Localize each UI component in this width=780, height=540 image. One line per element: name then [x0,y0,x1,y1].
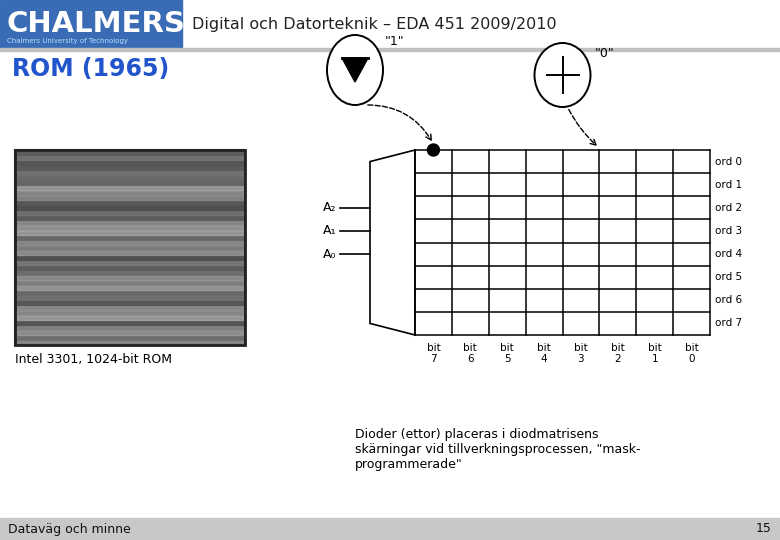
Bar [17,266,243,270]
Text: ord 5: ord 5 [715,272,742,282]
Text: 15: 15 [756,523,772,536]
Bar [17,271,243,275]
Bar [17,176,243,180]
Bar [17,236,243,240]
Bar [17,216,243,220]
Bar [17,256,243,260]
Bar [17,186,243,190]
Text: bit: bit [463,343,477,353]
Text: Intel 3301, 1024-bit ROM: Intel 3301, 1024-bit ROM [15,353,172,366]
Bar [15,150,245,345]
Text: ord 2: ord 2 [715,203,742,213]
Bar [17,226,243,230]
Text: ROM (1965): ROM (1965) [12,57,169,81]
Text: bit: bit [648,343,661,353]
Text: Dioder (ettor) placeras i diodmatrisens
skärningar vid tillverkningsprocessen, ": Dioder (ettor) placeras i diodmatrisens … [355,428,640,471]
Text: Chalmers University of Technology: Chalmers University of Technology [7,38,128,44]
Bar [17,151,243,155]
Bar [17,316,243,320]
Bar [17,191,243,195]
Bar [17,301,243,305]
Bar [17,341,243,345]
Bar [17,286,243,290]
Bar [17,241,243,245]
Bar [15,150,245,345]
Text: 2: 2 [615,354,621,364]
Text: ord 0: ord 0 [715,157,742,166]
Ellipse shape [327,35,383,105]
Text: 4: 4 [541,354,548,364]
Bar [17,276,243,280]
Bar [17,251,243,255]
Bar [0,0,182,48]
Text: 0: 0 [688,354,695,364]
Bar [17,321,243,325]
Bar [17,311,243,315]
Bar [17,246,243,250]
Text: ord 7: ord 7 [715,319,742,328]
Text: A₁: A₁ [322,225,336,238]
Text: 1: 1 [651,354,658,364]
Bar [17,196,243,200]
Text: bit: bit [500,343,514,353]
Bar [17,281,243,285]
Bar [17,261,243,265]
Text: bit: bit [685,343,698,353]
Text: ord 6: ord 6 [715,295,742,305]
Bar [0,518,780,540]
Bar [0,48,780,51]
Bar [17,161,243,165]
Text: ord 4: ord 4 [715,249,742,259]
Bar [17,166,243,170]
Bar [17,326,243,330]
Text: A₂: A₂ [322,201,336,214]
Text: 5: 5 [504,354,510,364]
Text: CHALMERS: CHALMERS [7,10,186,38]
Text: 3: 3 [578,354,584,364]
Bar [17,181,243,185]
Text: 6: 6 [467,354,473,364]
Text: bit: bit [427,343,441,353]
Bar [17,201,243,205]
Text: bit: bit [574,343,588,353]
Bar [17,331,243,335]
Circle shape [427,144,439,156]
Bar [17,296,243,300]
Bar [17,156,243,160]
Bar [17,306,243,310]
Text: bit: bit [611,343,625,353]
Text: 7: 7 [430,354,437,364]
Bar [17,231,243,235]
Text: Dataväg och minne: Dataväg och minne [8,523,131,536]
Bar [17,221,243,225]
Text: "1": "1" [385,35,405,48]
Text: Digital och Datorteknik – EDA 451 2009/2010: Digital och Datorteknik – EDA 451 2009/2… [192,17,557,31]
Bar [17,171,243,175]
Ellipse shape [534,43,590,107]
Text: "0": "0" [594,47,615,60]
Bar [17,211,243,215]
Text: bit: bit [537,343,551,353]
Bar [17,336,243,340]
Text: A₀: A₀ [323,247,336,261]
Polygon shape [342,58,368,82]
Bar [17,291,243,295]
Text: ord 3: ord 3 [715,226,742,236]
Bar [17,206,243,210]
Text: ord 1: ord 1 [715,180,742,190]
